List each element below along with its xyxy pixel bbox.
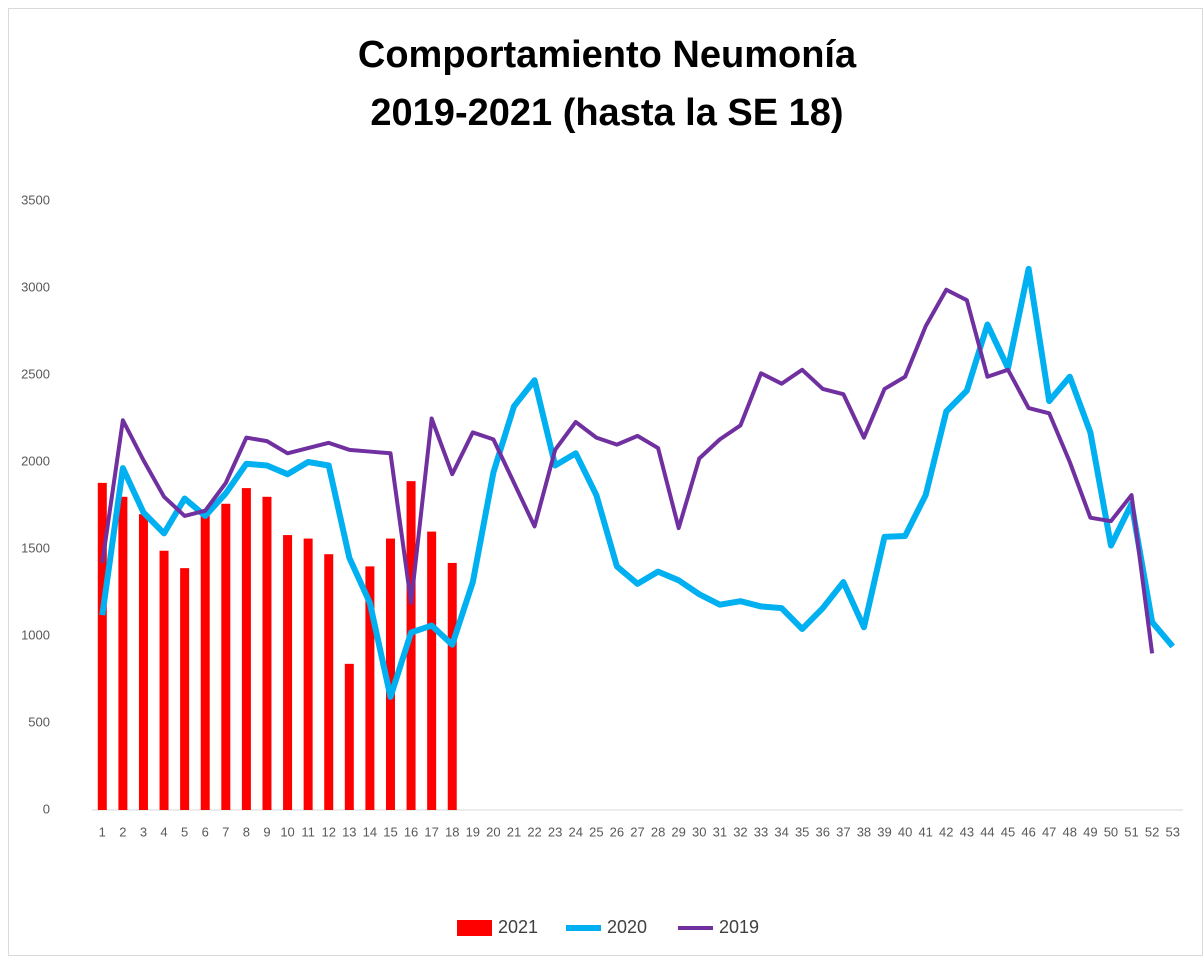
x-tick-label: 34 xyxy=(774,824,788,839)
y-tick-label: 1500 xyxy=(21,540,50,555)
x-tick-label: 5 xyxy=(181,824,188,839)
line xyxy=(99,265,1176,700)
legend-label: 2021 xyxy=(498,917,538,937)
x-tick-label: 21 xyxy=(507,824,521,839)
legend-swatch xyxy=(457,920,492,936)
y-tick-label: 0 xyxy=(43,801,50,816)
x-tick-label: 33 xyxy=(754,824,768,839)
x-tick-label: 6 xyxy=(202,824,209,839)
x-tick-label: 12 xyxy=(321,824,335,839)
x-tick-label: 50 xyxy=(1104,824,1118,839)
y-tick-label: 3000 xyxy=(21,279,50,294)
x-tick-label: 38 xyxy=(857,824,871,839)
x-tick-label: 52 xyxy=(1145,824,1159,839)
x-tick-label: 7 xyxy=(222,824,229,839)
x-tick-label: 9 xyxy=(263,824,270,839)
x-tick-label: 14 xyxy=(363,824,377,839)
bar xyxy=(159,550,169,810)
line xyxy=(100,287,1155,654)
bar xyxy=(118,496,128,810)
y-tick-label: 1000 xyxy=(21,627,50,642)
legend-label: 2020 xyxy=(607,917,647,937)
x-tick-label: 44 xyxy=(980,824,994,839)
y-tick-label: 2500 xyxy=(21,366,50,381)
x-tick-label: 46 xyxy=(1021,824,1035,839)
x-tick-label: 4 xyxy=(160,824,167,839)
x-tick-label: 24 xyxy=(569,824,583,839)
x-tick-label: 1 xyxy=(99,824,106,839)
x-tick-label: 47 xyxy=(1042,824,1056,839)
x-tick-label: 30 xyxy=(692,824,706,839)
x-tick-label: 41 xyxy=(918,824,932,839)
chart-frame xyxy=(8,8,1203,956)
x-tick-label: 53 xyxy=(1165,824,1179,839)
y-tick-label: 3500 xyxy=(21,192,50,207)
x-tick-label: 10 xyxy=(280,824,294,839)
x-tick-label: 25 xyxy=(589,824,603,839)
bar xyxy=(262,496,272,810)
bar xyxy=(97,482,107,810)
x-tick-label: 32 xyxy=(733,824,747,839)
x-tick-label: 20 xyxy=(486,824,500,839)
x-tick-label: 45 xyxy=(1001,824,1015,839)
x-tick-label: 37 xyxy=(836,824,850,839)
x-tick-label: 31 xyxy=(713,824,727,839)
bar xyxy=(303,538,313,810)
x-tick-label: 17 xyxy=(424,824,438,839)
x-tick-label: 51 xyxy=(1124,824,1138,839)
x-tick-label: 27 xyxy=(630,824,644,839)
chart-title: Comportamiento Neumonía xyxy=(358,34,857,76)
x-tick-label: 2 xyxy=(119,824,126,839)
bar xyxy=(180,568,190,810)
bar xyxy=(447,562,457,810)
x-tick-label: 3 xyxy=(140,824,147,839)
legend-label: 2019 xyxy=(719,917,759,937)
bar xyxy=(385,538,395,810)
x-tick-label: 15 xyxy=(383,824,397,839)
bar xyxy=(344,663,354,810)
x-tick-label: 40 xyxy=(898,824,912,839)
bar xyxy=(427,531,437,810)
bar xyxy=(283,535,293,810)
y-tick-label: 500 xyxy=(28,714,50,729)
x-tick-label: 11 xyxy=(301,824,315,839)
x-tick-label: 48 xyxy=(1063,824,1077,839)
x-tick-label: 18 xyxy=(445,824,459,839)
x-tick-label: 29 xyxy=(671,824,685,839)
chart-title: 2019-2021 (hasta la SE 18) xyxy=(370,92,843,134)
x-tick-label: 19 xyxy=(466,824,480,839)
x-tick-label: 26 xyxy=(610,824,624,839)
x-tick-label: 8 xyxy=(243,824,250,839)
y-tick-label: 2000 xyxy=(21,453,50,468)
x-tick-label: 49 xyxy=(1083,824,1097,839)
bar xyxy=(200,514,210,810)
bar xyxy=(241,488,251,810)
x-tick-label: 43 xyxy=(960,824,974,839)
x-tick-label: 23 xyxy=(548,824,562,839)
bar xyxy=(138,514,148,810)
x-tick-label: 39 xyxy=(877,824,891,839)
x-tick-label: 36 xyxy=(816,824,830,839)
x-tick-label: 22 xyxy=(527,824,541,839)
x-tick-label: 42 xyxy=(939,824,953,839)
bar xyxy=(365,566,375,810)
x-tick-label: 13 xyxy=(342,824,356,839)
x-tick-label: 28 xyxy=(651,824,665,839)
bar xyxy=(406,481,416,810)
x-tick-label: 35 xyxy=(795,824,809,839)
x-tick-label: 16 xyxy=(404,824,418,839)
bar xyxy=(221,503,231,810)
bar xyxy=(324,554,334,810)
